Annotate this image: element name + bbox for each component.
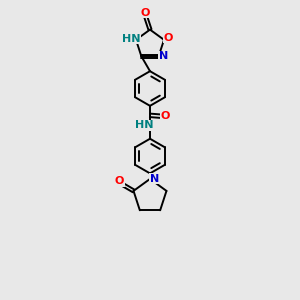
Text: N: N xyxy=(159,51,168,61)
Text: O: O xyxy=(141,8,150,18)
Text: O: O xyxy=(164,33,173,43)
Text: HN: HN xyxy=(122,34,140,44)
Text: O: O xyxy=(115,176,124,186)
Text: N: N xyxy=(150,174,159,184)
Text: O: O xyxy=(160,111,170,121)
Text: HN: HN xyxy=(135,120,153,130)
